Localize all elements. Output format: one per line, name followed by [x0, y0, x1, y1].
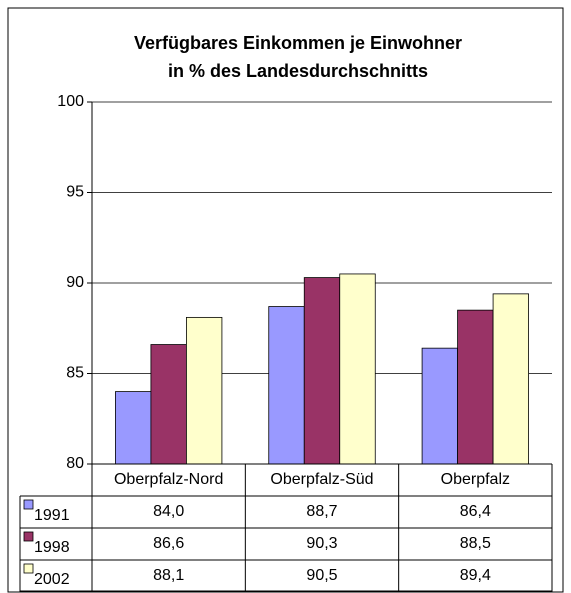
chart-subtitle: in % des Landesdurchschnitts [168, 61, 428, 81]
data-label: 88,5 [460, 535, 491, 552]
y-tick-label: 100 [57, 93, 84, 110]
data-label: 88,7 [306, 503, 337, 520]
data-label: 88,1 [153, 567, 184, 584]
bar [150, 344, 187, 465]
data-label: 86,4 [460, 503, 491, 520]
chart-frame [7, 7, 564, 593]
bar [457, 309, 494, 465]
data-label: 84,0 [153, 503, 184, 520]
bar [303, 277, 341, 465]
bar [268, 306, 305, 465]
bar [421, 347, 458, 465]
x-tick-label: Oberpfalz-Nord [114, 471, 223, 488]
legend-swatch [23, 531, 34, 542]
data-label: 90,3 [306, 535, 337, 552]
legend-label: 1991 [34, 507, 70, 524]
bar [339, 273, 376, 465]
chart-title: Verfügbares Einkommen je Einwohner [134, 33, 462, 53]
data-label: 86,6 [153, 535, 184, 552]
bar [492, 293, 529, 465]
x-tick-label: Oberpfalz [441, 471, 510, 488]
bar [115, 391, 152, 465]
y-tick-label: 80 [66, 455, 84, 472]
y-tick-label: 95 [66, 184, 84, 201]
y-tick-label: 90 [66, 274, 84, 291]
legend-swatch [23, 563, 34, 574]
legend-label: 2002 [34, 571, 70, 588]
legend-label: 1998 [34, 539, 70, 556]
data-label: 90,5 [306, 567, 337, 584]
bar [186, 316, 223, 465]
x-tick-label: Oberpfalz-Süd [270, 471, 373, 488]
legend-swatch [23, 499, 34, 510]
y-tick-label: 85 [66, 365, 84, 382]
data-label: 89,4 [460, 567, 491, 584]
